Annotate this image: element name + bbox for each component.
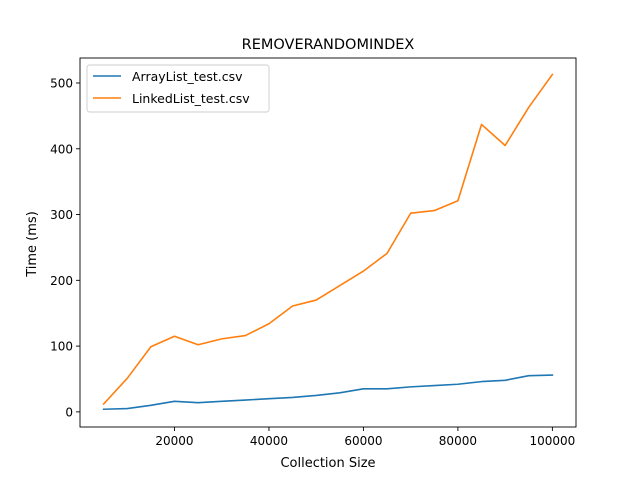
chart-title: REMOVERANDOMINDEX — [242, 37, 415, 53]
series-line-2 — [102, 73, 554, 406]
x-tick-label: 60000 — [344, 434, 382, 448]
x-tick-label: 20000 — [155, 434, 193, 448]
y-tick-label: 100 — [50, 340, 73, 354]
y-tick-label: 300 — [50, 208, 73, 222]
y-axis-label: Time (ms) — [25, 211, 40, 278]
legend-box — [86, 64, 270, 113]
axes-frame — [79, 57, 577, 428]
legend-label-1: ArrayList_test.csv — [132, 69, 243, 84]
series-line-1 — [102, 374, 554, 411]
legend-label-2: LinkedList_test.csv — [132, 91, 250, 106]
x-tick-label: 80000 — [439, 434, 477, 448]
x-axis-label: Collection Size — [280, 456, 375, 471]
y-tick-label: 0 — [65, 405, 73, 419]
x-tick-label: 40000 — [250, 434, 288, 448]
y-tick-label: 200 — [50, 274, 73, 288]
x-tick-label: 100000 — [529, 434, 575, 448]
y-tick-label: 500 — [50, 76, 73, 90]
y-tick-label: 400 — [50, 142, 73, 156]
plot-area: 20000 40000 60000 80000 100000 0 100 200 300 400 5… — [50, 57, 577, 448]
